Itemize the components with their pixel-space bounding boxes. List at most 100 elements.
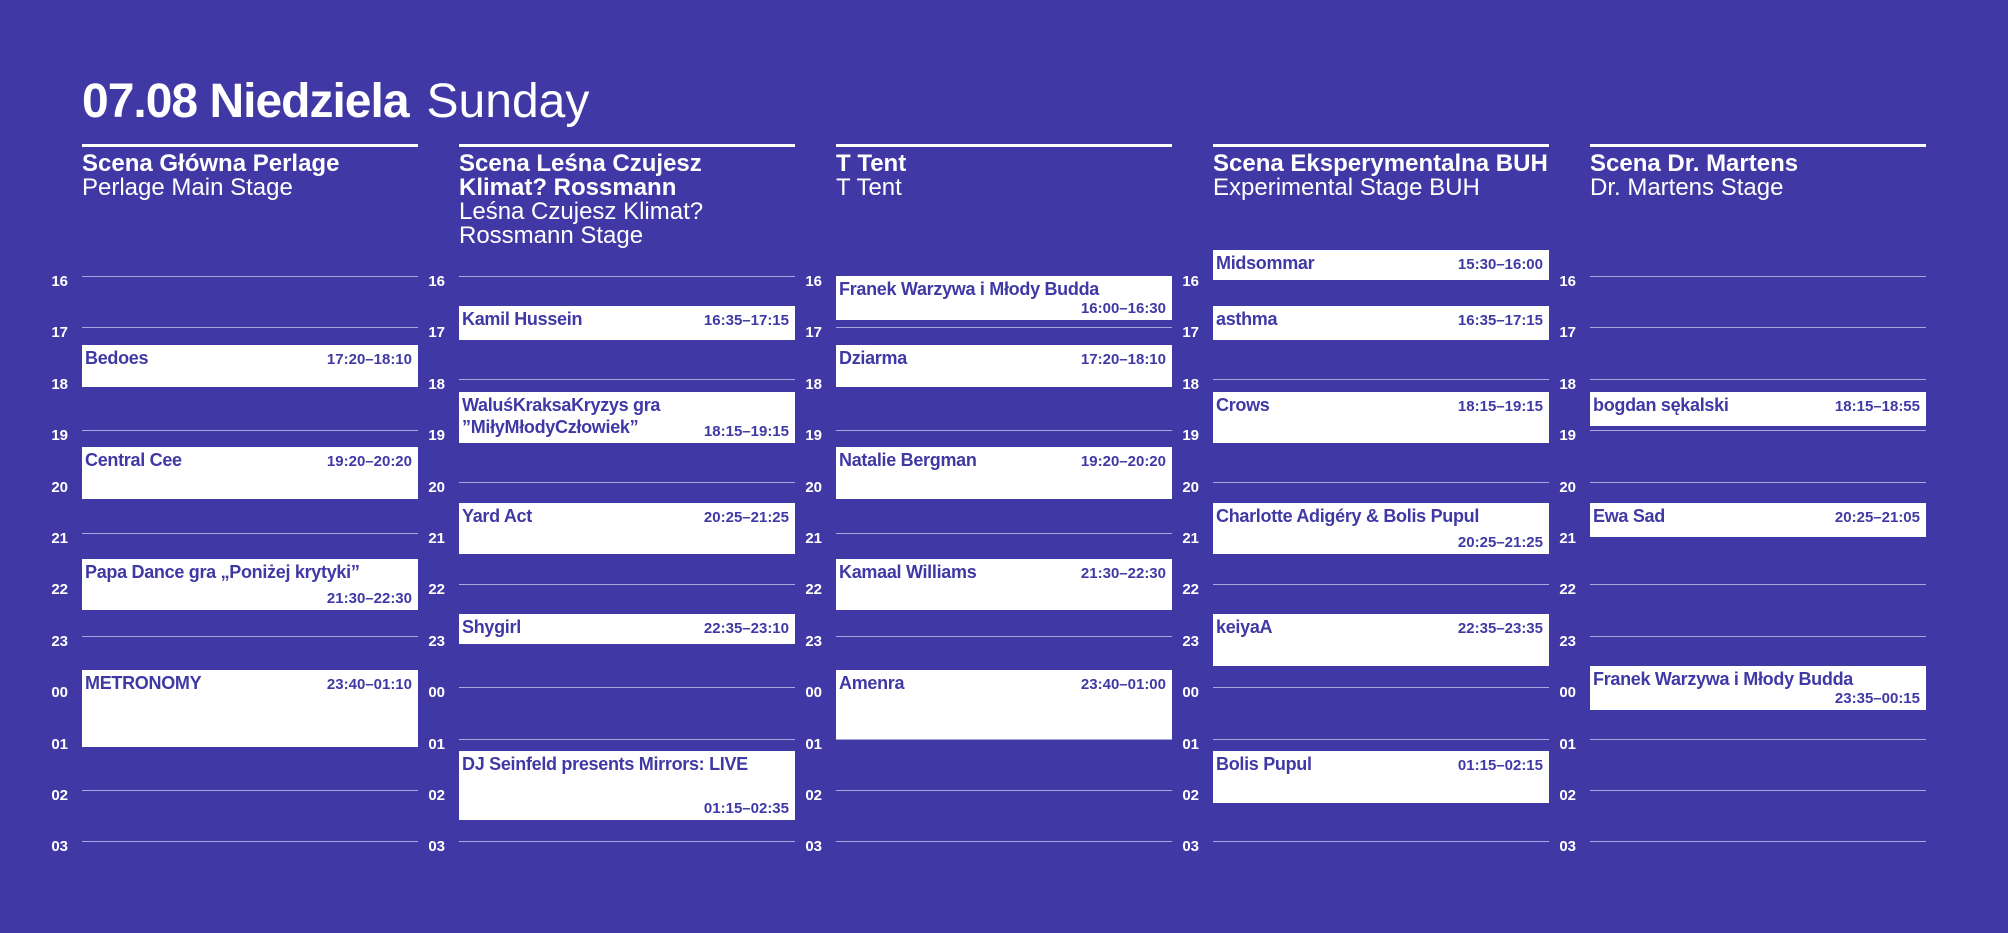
slot-time: 18:15–19:15 <box>703 423 789 441</box>
stage-name-pl: Scena Główna Perlage <box>82 150 340 177</box>
hour-label: 02 <box>805 787 822 804</box>
stage-top-rule <box>459 144 795 147</box>
hour-label: 16 <box>805 273 822 290</box>
hour-label: 20 <box>1559 478 1576 496</box>
slot-time: 01:15–02:15 <box>1457 757 1543 775</box>
stage-top-rule <box>1590 144 1926 147</box>
hour-label: 22 <box>805 581 822 599</box>
stage-top-rule <box>82 144 418 147</box>
slot-time: 23:40–01:10 <box>326 676 412 694</box>
hour-gridline <box>836 430 1172 432</box>
artist-name: keiyaA <box>1216 617 1273 638</box>
stage-header: Scena Eksperymentalna BUH Experimental S… <box>1213 152 1549 200</box>
artist-name: Franek Warzywa i Młody Budda <box>1593 668 1853 689</box>
hour-gridline <box>1213 481 1549 483</box>
hour-label: 22 <box>51 581 68 599</box>
hour-label: 23 <box>1559 632 1576 650</box>
hour-label: 01 <box>805 735 822 753</box>
hour-gridline <box>82 327 418 329</box>
performance-slot[interactable]: Crows 18:15–19:15 <box>1213 391 1549 444</box>
hour-gridline <box>1213 687 1549 689</box>
performance-slot[interactable]: Bolis Pupul 01:15–02:15 <box>1213 751 1549 803</box>
hour-label: 03 <box>1182 838 1199 856</box>
hour-gridline <box>836 327 1172 329</box>
hour-label: 23 <box>428 632 445 650</box>
hour-gridline <box>1590 738 1926 740</box>
slot-time: 22:35–23:10 <box>703 620 789 638</box>
hour-label: 00 <box>805 684 822 702</box>
hour-gridline <box>836 533 1172 534</box>
hour-label: 16 <box>428 273 445 290</box>
hour-label: 16 <box>1182 273 1199 290</box>
hour-label: 01 <box>428 735 445 753</box>
hour-label: 02 <box>51 787 68 804</box>
performance-slot[interactable]: Bedoes 17:20–18:10 <box>82 344 418 388</box>
stage-header: Scena Dr. Martens Dr. Martens Stage <box>1590 152 1926 200</box>
hour-gridline <box>1590 327 1926 329</box>
day-heading-en: Sunday <box>426 75 590 128</box>
performance-slot[interactable]: Charlotte Adigéry & Bolis Pupul 20:25–21:… <box>1213 503 1549 555</box>
artist-name: Franek Warzywa i Młody Budda <box>839 279 1099 299</box>
slot-time: 18:15–19:15 <box>1457 397 1543 415</box>
performance-slot[interactable]: METRONOMY 23:40–01:10 <box>82 670 418 748</box>
hour-label: 00 <box>1559 684 1576 702</box>
hour-label: 19 <box>428 427 445 445</box>
stage-top-rule <box>1213 144 1549 147</box>
artist-name: Amenra <box>839 673 905 694</box>
performance-slot[interactable]: Kamaal Williams 21:30–22:30 <box>836 558 1172 611</box>
hour-label: 03 <box>51 838 68 856</box>
hour-label: 00 <box>428 684 445 702</box>
slot-time: 16:35–17:15 <box>703 311 789 329</box>
performance-slot[interactable]: WaluśKraksaKryzys gra ”MiłyMłodyCzłowiek… <box>459 391 795 444</box>
hour-gridline <box>1213 378 1549 380</box>
stage-column: Scena Leśna Czujesz Klimat? Rossmann Leś… <box>428 144 795 864</box>
hour-gridline <box>1213 841 1549 843</box>
performance-slot[interactable]: Dziarma 17:20–18:10 <box>836 344 1172 388</box>
hour-gridline <box>82 533 418 534</box>
artist-name: Ewa Sad <box>1593 506 1665 527</box>
performance-slot[interactable]: bogdan sękalski 18:15–18:55 <box>1590 391 1926 426</box>
hour-label: 21 <box>805 530 822 547</box>
hour-label: 19 <box>51 427 68 445</box>
hour-label: 02 <box>1182 787 1199 804</box>
artist-name: Dziarma <box>839 347 907 368</box>
hour-gridline <box>459 841 795 843</box>
performance-slot[interactable]: Papa Dance gra „Poniżej krytyki” 21:30–22… <box>82 558 418 611</box>
performance-slot[interactable]: keiyaA 22:35–23:35 <box>1213 614 1549 666</box>
artist-name: Kamaal Williams <box>839 561 977 582</box>
date-heading: 07.08 Niedziela <box>82 75 410 128</box>
hour-gridline <box>82 841 418 843</box>
performance-slot[interactable]: Franek Warzywa i Młody Budda 16:00–16:30 <box>836 276 1172 320</box>
hour-label: 18 <box>1559 375 1576 393</box>
hour-gridline <box>459 687 795 689</box>
hour-gridline <box>1590 584 1926 586</box>
slot-time: 20:25–21:25 <box>1457 534 1543 552</box>
hour-label: 02 <box>428 787 445 804</box>
page-title: 07.08 Niedziela Sunday <box>82 72 589 132</box>
slot-time: 19:20–20:20 <box>1080 453 1166 471</box>
artist-name: bogdan sękalski <box>1593 394 1729 415</box>
hour-label: 20 <box>428 478 445 496</box>
slot-time: 23:35–00:15 <box>1834 689 1920 707</box>
performance-slot[interactable]: Shygirl 22:35–23:10 <box>459 614 795 645</box>
artist-name: METRONOMY <box>85 673 202 694</box>
hour-label: 03 <box>428 838 445 856</box>
hour-label: 18 <box>51 375 68 393</box>
slot-time: 23:40–01:00 <box>1080 676 1166 694</box>
performance-slot[interactable]: Franek Warzywa i Młody Budda 23:35–00:15 <box>1590 665 1926 710</box>
performance-slot[interactable]: Kamil Hussein 16:35–17:15 <box>459 305 795 341</box>
hour-label: 22 <box>1559 581 1576 599</box>
performance-slot[interactable]: Ewa Sad 20:25–21:05 <box>1590 503 1926 538</box>
hour-gridline <box>82 276 418 277</box>
hour-label: 21 <box>1559 530 1576 547</box>
performance-slot[interactable]: Amenra 23:40–01:00 <box>836 670 1172 739</box>
performance-slot[interactable]: asthma 16:35–17:15 <box>1213 305 1549 341</box>
performance-slot[interactable]: Natalie Bergman 19:20–20:20 <box>836 447 1172 499</box>
performance-slot[interactable]: Central Cee 19:20–20:20 <box>82 447 418 499</box>
artist-name: Crows <box>1216 394 1270 415</box>
performance-slot[interactable]: Yard Act 20:25–21:25 <box>459 503 795 555</box>
hour-label: 01 <box>51 735 68 753</box>
hour-gridline <box>1590 378 1926 380</box>
performance-slot[interactable]: Midsommar 15:30–16:00 <box>1213 250 1549 281</box>
performance-slot[interactable]: DJ Seinfeld presents Mirrors: LIVE 01:15–… <box>459 751 795 820</box>
